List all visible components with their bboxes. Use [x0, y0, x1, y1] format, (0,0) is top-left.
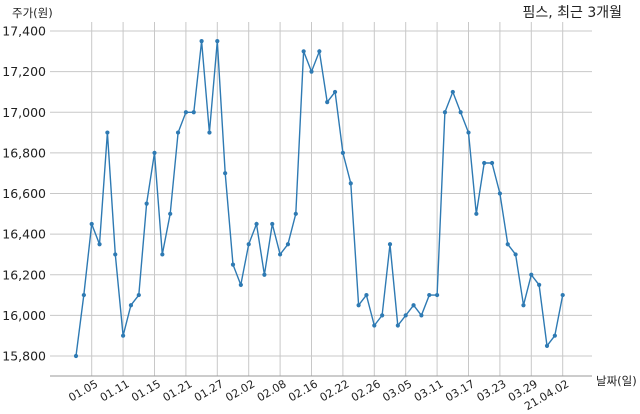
- x-tick-label: 03.23: [475, 377, 509, 404]
- y-axis-label: 주가(원): [12, 6, 53, 20]
- data-point: [348, 181, 353, 186]
- data-point: [497, 191, 502, 196]
- data-point: [529, 272, 534, 277]
- data-point: [474, 211, 479, 216]
- data-point: [340, 150, 345, 155]
- data-point: [442, 110, 448, 115]
- data-point: [191, 110, 196, 115]
- x-tick-label: 03.05: [380, 377, 414, 404]
- data-point: [160, 252, 165, 257]
- data-point: [395, 323, 400, 328]
- y-tick-label: 16,800: [2, 145, 46, 160]
- y-tick-label: 16,400: [2, 227, 46, 242]
- data-point: [81, 292, 86, 298]
- data-point: [254, 221, 259, 227]
- data-point: [301, 49, 306, 54]
- data-point: [380, 313, 385, 318]
- data-point: [293, 211, 298, 216]
- data-point: [427, 292, 432, 298]
- x-tick-label: 02.02: [223, 377, 257, 404]
- data-point: [332, 89, 338, 95]
- x-tick-label: 01.21: [161, 377, 195, 404]
- x-tick-label: 01.15: [129, 377, 163, 404]
- x-tick-label: 02.16: [286, 377, 320, 404]
- data-point: [552, 333, 557, 338]
- data-point: [521, 303, 526, 308]
- data-point: [128, 303, 134, 308]
- data-point: [544, 343, 550, 348]
- x-tick-label: 01.05: [66, 377, 100, 404]
- data-point: [411, 303, 416, 308]
- data-point: [364, 292, 369, 298]
- data-point: [175, 130, 181, 135]
- data-point: [278, 252, 283, 257]
- data-point: [317, 49, 322, 54]
- x-tick-label: 02.22: [318, 377, 352, 404]
- x-tick-label: 03.17: [443, 377, 477, 404]
- data-point: [270, 221, 275, 227]
- x-tick-labels: 01.0501.1101.1501.2101.2702.0202.0802.16…: [66, 377, 571, 413]
- y-tick-label: 17,200: [2, 64, 46, 79]
- data-point: [199, 39, 204, 44]
- data-point: [560, 292, 565, 298]
- price-series-line: [75, 41, 564, 357]
- y-tick-label: 17,000: [2, 105, 46, 120]
- x-tick-label: 03.11: [412, 377, 446, 404]
- x-tick-label: 02.08: [255, 377, 289, 404]
- data-point: [419, 313, 424, 318]
- data-point: [403, 313, 408, 318]
- y-tick-label: 16,000: [2, 308, 46, 323]
- data-point: [387, 242, 393, 247]
- data-point: [73, 353, 79, 359]
- data-point: [466, 130, 471, 135]
- data-point: [285, 242, 291, 247]
- y-tick-label: 15,800: [2, 349, 46, 364]
- chart-title: 핌스, 최근 3개월: [522, 5, 622, 21]
- data-point: [152, 150, 157, 155]
- data-point: [136, 292, 141, 298]
- data-point: [246, 242, 251, 247]
- data-point: [372, 323, 377, 328]
- y-tick-label: 17,400: [2, 24, 46, 39]
- y-tick-label: 16,600: [2, 186, 46, 201]
- data-point: [325, 99, 330, 105]
- price-series-points: [73, 39, 565, 359]
- data-point: [482, 160, 487, 166]
- data-point: [458, 110, 463, 115]
- data-point: [144, 201, 149, 206]
- data-point: [262, 272, 267, 277]
- data-point: [489, 160, 495, 166]
- data-point: [309, 69, 314, 74]
- data-point: [113, 252, 118, 257]
- data-point: [223, 171, 228, 176]
- y-tick-labels: 15,800 16,000 16,200 16,400 16,600 16,800 17,0…: [2, 24, 46, 364]
- data-point: [207, 130, 212, 135]
- data-point: [450, 89, 455, 95]
- data-point: [168, 211, 173, 216]
- x-axis-label: 날짜(일): [596, 374, 637, 388]
- x-tick-label: 02.26: [349, 377, 383, 404]
- y-tick-label: 16,200: [2, 267, 46, 282]
- data-point: [435, 292, 440, 298]
- data-point: [105, 130, 110, 135]
- data-point: [537, 282, 542, 288]
- data-point: [215, 39, 220, 44]
- x-tick-label: 01.11: [98, 377, 132, 404]
- data-point: [183, 110, 188, 115]
- data-point: [238, 282, 243, 288]
- data-point: [505, 242, 510, 247]
- data-point: [356, 303, 361, 308]
- data-point: [89, 221, 94, 227]
- x-gridlines: [91, 22, 564, 376]
- data-point: [230, 262, 236, 267]
- data-point: [97, 242, 102, 247]
- data-point: [513, 252, 518, 257]
- data-point: [121, 333, 126, 338]
- x-tick-label: 01.27: [192, 377, 226, 404]
